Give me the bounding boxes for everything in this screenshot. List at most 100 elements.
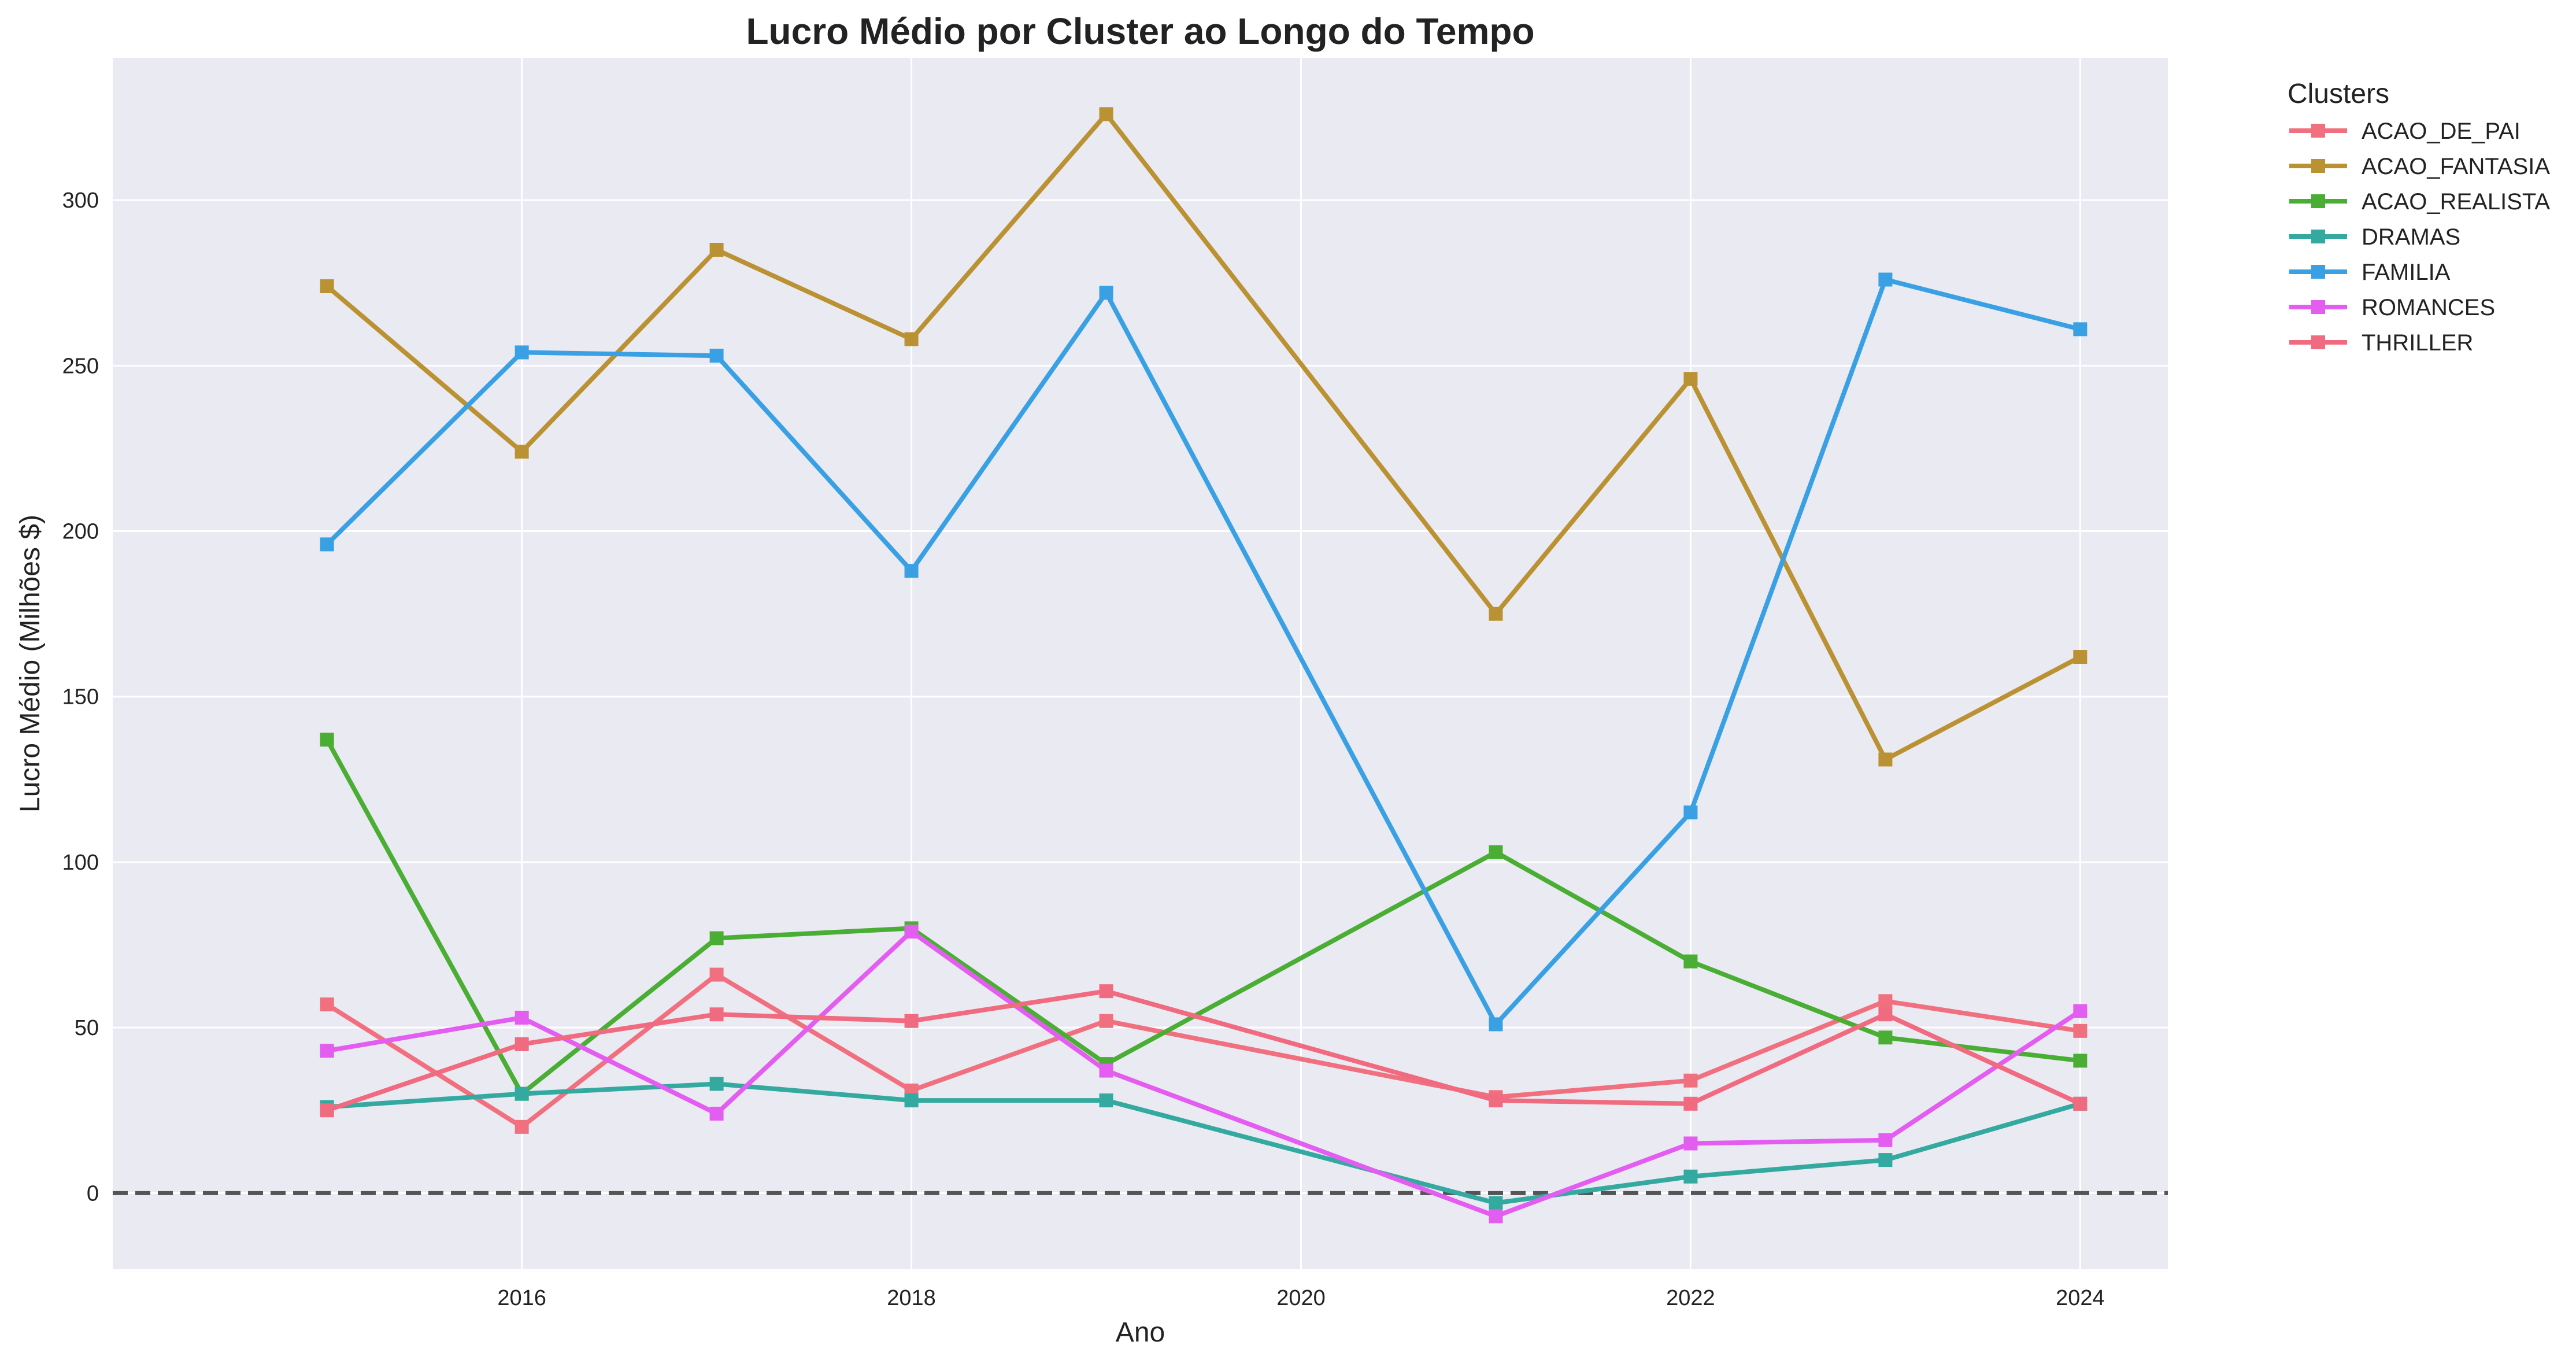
- series-familia: [320, 272, 2088, 1032]
- legend: Clusters ACAO_DE_PAI ACAO_FANTASIA ACAO_RE…: [2288, 79, 2550, 356]
- data-point: [709, 1077, 724, 1091]
- legend-label: ACAO_REALISTA: [2362, 189, 2550, 215]
- data-point: [1099, 984, 1113, 999]
- data-point: [1878, 1133, 1893, 1147]
- legend-item-acao-realista: ACAO_REALISTA: [2289, 189, 2550, 215]
- series-layer: [320, 107, 2088, 1224]
- x-axis-label: Ano: [1116, 1317, 1165, 1348]
- y-tick-label: 250: [62, 354, 99, 378]
- legend-marker: [2311, 159, 2325, 173]
- data-point: [1878, 1153, 1893, 1167]
- legend-marker: [2311, 124, 2325, 138]
- x-tick-label: 2016: [497, 1286, 546, 1310]
- data-point: [1683, 805, 1698, 820]
- data-point: [1489, 1093, 1503, 1108]
- data-point: [1683, 372, 1698, 386]
- legend-item-acao-fantasia: ACAO_FANTASIA: [2289, 154, 2550, 179]
- x-tick-label: 2018: [887, 1286, 936, 1310]
- data-point: [1683, 1169, 1698, 1184]
- x-tick-label: 2022: [1666, 1286, 1715, 1310]
- legend-item-familia: FAMILIA: [2289, 260, 2451, 285]
- legend-marker: [2311, 300, 2325, 314]
- y-tick-label: 300: [62, 189, 99, 213]
- chart-title: Lucro Médio por Cluster ao Longo do Temp…: [746, 10, 1534, 52]
- data-point: [515, 345, 529, 360]
- data-point: [1683, 1136, 1698, 1151]
- y-tick-label: 0: [87, 1181, 99, 1206]
- data-point: [1683, 1073, 1698, 1088]
- data-point: [1683, 954, 1698, 969]
- data-point: [1099, 107, 1113, 121]
- x-tick-label: 2024: [2056, 1286, 2105, 1310]
- legend-marker: [2311, 265, 2325, 279]
- data-point: [320, 1044, 334, 1058]
- legend-label: THRILLER: [2362, 330, 2473, 356]
- data-point: [1099, 1063, 1113, 1078]
- data-point: [320, 733, 334, 747]
- data-point: [1683, 1096, 1698, 1111]
- data-point: [709, 242, 724, 257]
- x-tick-label: 2020: [1276, 1286, 1326, 1310]
- data-point: [320, 279, 334, 293]
- data-point: [2073, 322, 2088, 337]
- series-romances: [320, 925, 2088, 1224]
- data-point: [904, 1014, 919, 1028]
- y-tick-label: 100: [62, 851, 99, 875]
- data-point: [1489, 1017, 1503, 1032]
- data-point: [515, 1037, 529, 1051]
- data-point: [1489, 845, 1503, 859]
- data-point: [515, 1010, 529, 1025]
- data-point: [2073, 1054, 2088, 1068]
- legend-marker: [2311, 230, 2325, 243]
- legend-label: DRAMAS: [2362, 224, 2460, 250]
- data-point: [709, 1106, 724, 1121]
- data-point: [709, 349, 724, 363]
- data-point: [1099, 1014, 1113, 1028]
- data-point: [709, 967, 724, 982]
- data-point: [709, 1007, 724, 1022]
- tick-labels: 2016 2018 2020 2022 2024 0 50 100 150 200 250 300: [62, 189, 2105, 1310]
- plot-area: [113, 58, 2168, 1269]
- data-point: [904, 564, 919, 578]
- data-point: [2073, 1096, 2088, 1111]
- data-point: [515, 1086, 529, 1101]
- data-point: [515, 1119, 529, 1134]
- y-tick-label: 50: [75, 1016, 99, 1040]
- legend-item-thriller: THRILLER: [2289, 330, 2473, 356]
- y-axis-label: Lucro Médio (Milhões $): [15, 515, 46, 812]
- data-point: [1878, 752, 1893, 767]
- data-point: [2073, 1023, 2088, 1038]
- data-point: [2073, 650, 2088, 664]
- data-point: [1878, 1007, 1893, 1022]
- data-point: [320, 997, 334, 1012]
- data-point: [1489, 1196, 1503, 1210]
- data-point: [515, 445, 529, 459]
- data-point: [1878, 1030, 1893, 1045]
- legend-item-dramas: DRAMAS: [2289, 224, 2460, 250]
- data-point: [709, 931, 724, 945]
- y-tick-label: 150: [62, 685, 99, 709]
- legend-label: ACAO_DE_PAI: [2362, 119, 2521, 144]
- legend-label: ACAO_FANTASIA: [2362, 154, 2550, 179]
- legend-label: FAMILIA: [2362, 260, 2451, 285]
- legend-title: Clusters: [2288, 79, 2389, 109]
- data-point: [320, 537, 334, 552]
- data-point: [1099, 286, 1113, 300]
- data-point: [1878, 994, 1893, 1008]
- data-point: [2073, 1004, 2088, 1018]
- legend-marker: [2311, 335, 2325, 349]
- legend-label: ROMANCES: [2362, 295, 2495, 320]
- data-point: [1489, 607, 1503, 621]
- data-point: [1878, 272, 1893, 287]
- series-acao-fantasia: [320, 107, 2088, 767]
- data-point: [904, 925, 919, 939]
- legend-item-acao-de-pai: ACAO_DE_PAI: [2289, 119, 2521, 144]
- data-point: [320, 1103, 334, 1118]
- legend-marker: [2311, 194, 2325, 208]
- data-point: [904, 1093, 919, 1108]
- y-tick-label: 200: [62, 520, 99, 544]
- data-point: [1099, 1093, 1113, 1108]
- series-thriller: [320, 984, 2088, 1118]
